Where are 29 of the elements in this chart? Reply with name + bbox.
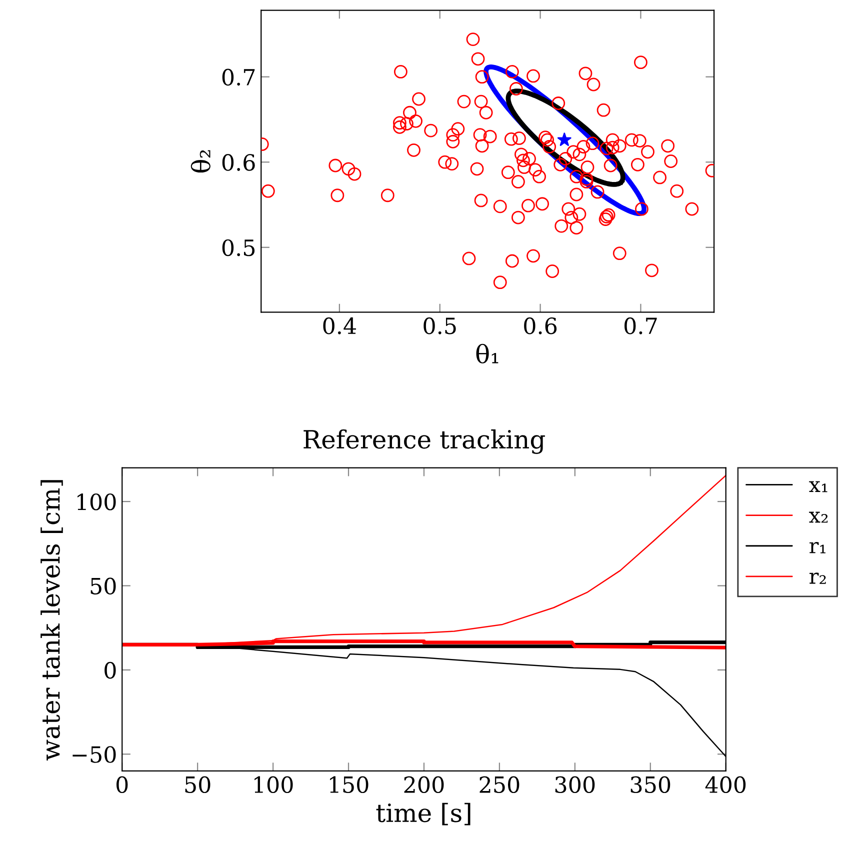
x-tick-label: 0.6 [524,317,557,334]
y-tick-label: 100 [78,493,116,510]
x-tick-label: 100 [254,776,293,794]
y-tick-label: 0.7 [222,68,255,86]
y-tick-label: 50 [90,578,116,594]
legend-label: x₁ [809,481,828,492]
x-tick-label: 50 [185,776,210,794]
y-axis-title: water tank levels [cm] [40,480,63,760]
x-axis-title: time [s] [376,802,470,826]
y-tick-label: 0.6 [222,154,255,171]
legend-label: r₂ [810,572,826,584]
x-tick-label: 300 [555,776,595,794]
y-tick-label: 0 [104,662,116,679]
x-axis-title: θ₁ [476,344,498,364]
x-tick-label: 150 [330,776,368,794]
y-axis-title: θ₂ [190,150,210,173]
x-tick-label: 200 [404,776,444,794]
y-tick-label: 0.5 [222,239,255,256]
x-tick-label: 400 [705,776,746,794]
x-tick-label: 0 [116,776,128,794]
x-tick-label: 0.7 [624,317,657,334]
legend-label: x₂ [809,512,828,523]
x-tick-label: 350 [630,776,670,794]
y-tick-label: −50 [72,746,116,763]
x-tick-label: 0.4 [323,317,356,334]
x-tick-label: 250 [480,776,520,794]
chart-title: Reference tracking [304,429,545,454]
legend-label: r₁ [810,542,826,554]
x-tick-label: 0.5 [424,317,456,334]
